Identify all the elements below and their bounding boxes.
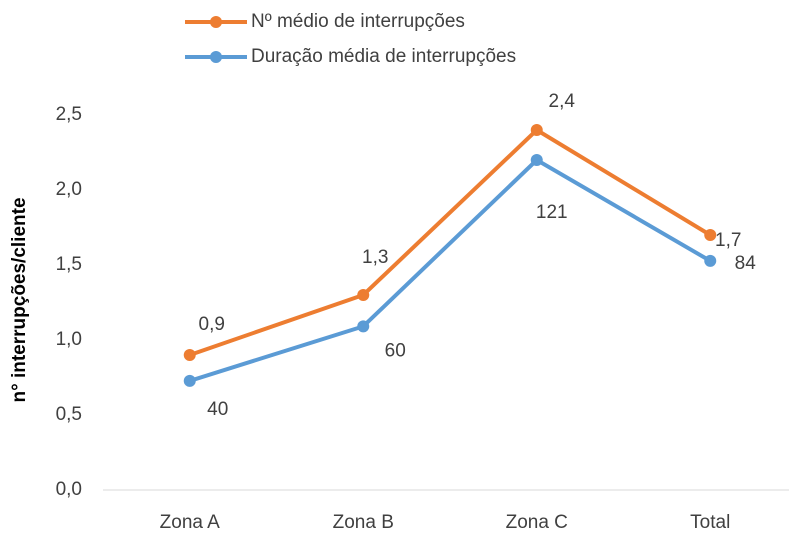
data-label: 1,3 bbox=[362, 247, 388, 268]
data-point bbox=[530, 154, 543, 166]
x-tick-label: Zona C bbox=[506, 512, 568, 533]
y-tick-label: 1,0 bbox=[56, 329, 82, 350]
data-label: 0,9 bbox=[199, 314, 225, 335]
data-point bbox=[183, 349, 196, 361]
legend-marker bbox=[210, 51, 222, 63]
data-label: 1,7 bbox=[715, 230, 741, 251]
x-tick-label: Zona A bbox=[160, 512, 221, 533]
data-point bbox=[357, 289, 370, 301]
legend-label: Nº médio de interrupções bbox=[251, 11, 465, 32]
data-label: 2,4 bbox=[549, 91, 576, 112]
data-point bbox=[704, 229, 717, 241]
data-point bbox=[704, 254, 717, 267]
y-tick-label: 0,5 bbox=[56, 404, 82, 425]
y-tick-label: 1,5 bbox=[56, 254, 82, 275]
series-line bbox=[189, 128, 712, 357]
legend-marker bbox=[210, 16, 222, 28]
data-point bbox=[357, 320, 370, 333]
legend-label: Duração média de interrupções bbox=[251, 46, 516, 67]
y-tick-label: 2,0 bbox=[56, 179, 82, 200]
data-label: 40 bbox=[207, 399, 228, 420]
data-label: 60 bbox=[385, 340, 406, 361]
data-point bbox=[183, 374, 196, 387]
x-tick-label: Zona B bbox=[333, 512, 394, 533]
y-tick-label: 2,5 bbox=[56, 104, 82, 125]
x-tick-label: Total bbox=[690, 512, 730, 533]
data-label: 121 bbox=[536, 202, 568, 223]
y-tick-label: 0,0 bbox=[56, 479, 82, 500]
y-axis-title: n° interrupções/cliente bbox=[9, 197, 30, 402]
data-label: 84 bbox=[735, 253, 757, 274]
data-point bbox=[530, 124, 543, 136]
series-line bbox=[189, 158, 712, 383]
